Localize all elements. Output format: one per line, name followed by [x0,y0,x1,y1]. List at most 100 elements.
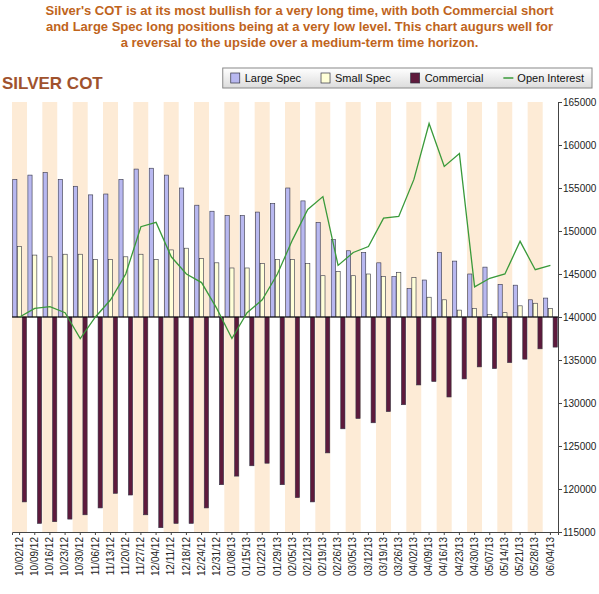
tick-label: 145000 [563,269,597,280]
legend-swatch [231,73,240,83]
tick-label: 11/13/12 [105,537,116,576]
tick-label: 150000 [563,226,597,237]
bar [366,274,370,317]
bar [432,317,436,382]
bar [48,257,52,317]
bar [43,173,47,317]
bar [412,277,416,317]
bar [306,264,310,317]
bar [462,317,466,379]
tick-mark [140,532,141,535]
tick-label: 02/12/13 [302,537,313,576]
bar [533,303,537,317]
chart: Silver's COT is at its most bullish for … [0,0,599,594]
tick: 05/28/13 [529,532,540,576]
tick: 11/27/12 [135,532,146,575]
tick-mark [368,532,369,535]
tick: 130000 [558,398,597,409]
tick-mark [171,532,172,535]
tick-label: 12/04/12 [150,537,161,576]
tick-mark [34,532,35,535]
tick: 155000 [558,183,597,194]
tick-mark [231,532,232,535]
bar [498,284,502,317]
tick: 10/09/12 [29,532,40,576]
bar [295,317,299,498]
tick-mark [444,532,445,535]
tick-label: 02/19/13 [317,537,328,576]
legend: Large SpecSmall SpecCommercialOpen Inter… [223,68,592,88]
bar [386,317,390,412]
bar [37,317,41,523]
plot-area [12,102,558,532]
tick: 10/30/12 [74,532,85,576]
tick: 11/20/12 [120,532,131,575]
tick-label: 155000 [563,183,597,194]
tick-label: 03/12/13 [363,537,374,576]
tick-label: 01/15/13 [241,537,252,576]
tick: 10/23/12 [59,532,70,576]
tick-mark [262,532,263,535]
bar [149,168,153,317]
tick-mark [338,532,339,535]
tick: 01/08/13 [226,532,237,576]
tick-mark [558,145,562,146]
tick-label: 11/27/12 [135,537,146,576]
tick-label: 10/30/12 [74,537,85,576]
tick-mark [292,532,293,535]
bar [169,250,173,317]
tick-mark [125,532,126,535]
tick-label: 12/31/12 [211,537,222,576]
bar [245,268,249,317]
tick-mark [474,532,475,535]
tick: 01/15/13 [241,532,252,576]
bar [377,263,381,317]
tick: 11/06/12 [90,532,101,575]
legend-label: Large Spec [245,72,302,84]
bar [189,317,193,523]
bar [230,268,234,317]
tick-label: 10/16/12 [44,537,55,576]
tick: 140000 [558,312,597,323]
tick-mark [353,532,354,535]
bar [407,289,411,317]
tick-mark [558,231,562,232]
axis-line [13,533,559,536]
tick-label: 12/18/12 [181,537,192,576]
tick-label: 01/08/13 [226,537,237,576]
bar [442,300,446,317]
bar [139,254,143,317]
tick-label: 140000 [563,312,597,323]
tick-label: 03/26/13 [393,537,404,576]
bar [417,317,421,385]
tick: 05/14/13 [499,532,510,576]
annotation: and Large Spec long positions being at a… [46,19,553,34]
legend-swatch [321,73,330,83]
tick-mark [558,446,562,447]
bar [180,188,184,317]
tick: 01/29/13 [272,532,283,576]
bar [93,259,97,317]
tick-mark [95,532,96,535]
bar [22,317,26,502]
tick-label: 01/22/13 [256,537,267,576]
bar [255,212,259,317]
bar [28,175,32,317]
tick-mark [322,532,323,535]
bar [381,277,385,317]
x-axis: 10/02/1210/09/1210/16/1210/23/1210/30/12… [13,532,559,576]
bar [144,317,148,515]
tick-label: 160000 [563,140,597,151]
tick: 02/12/13 [302,532,313,576]
tick-label: 130000 [563,398,597,409]
bar [89,195,93,317]
bar [73,186,77,317]
tick-label: 01/29/13 [272,537,283,576]
tick: 03/26/13 [393,532,404,576]
tick-mark [216,532,217,535]
bar [219,317,223,485]
bar [356,317,360,418]
bar [154,259,158,317]
tick-mark [65,532,66,535]
bar [159,317,163,528]
